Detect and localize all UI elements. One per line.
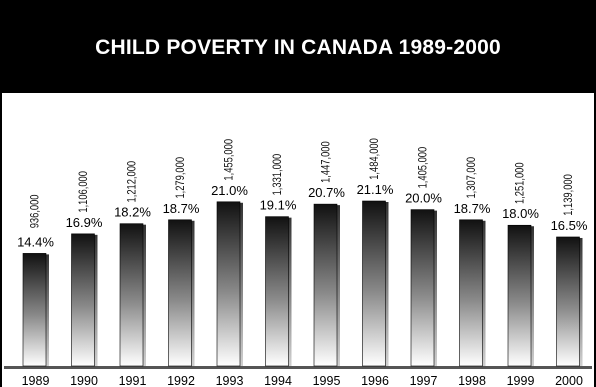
bar-1999 (507, 224, 532, 367)
year-label-1991: 1991 (119, 374, 147, 387)
bar-side-1990 (94, 234, 98, 366)
year-label-1998: 1998 (458, 374, 486, 387)
count-label-1997: 1,405,000 (417, 147, 430, 189)
count-label-1994: 1,331,000 (271, 154, 284, 196)
year-label-2000: 2000 (555, 374, 583, 387)
bar-side-1999 (531, 226, 534, 366)
bar-1994 (265, 216, 289, 367)
bar-side-1996 (385, 202, 389, 366)
year-label-1996: 1996 (361, 374, 389, 387)
year-label-1997: 1997 (410, 374, 438, 387)
percent-label-1997: 20.0% (405, 191, 442, 206)
bar-side-1989 (46, 254, 49, 366)
count-label-1989: 936,000 (29, 194, 42, 228)
bar-side-1991 (143, 224, 146, 366)
count-label-1990: 1,106,000 (77, 171, 90, 213)
count-label-1993: 1,455,000 (223, 139, 236, 181)
count-label-1992: 1,279,000 (174, 157, 187, 199)
year-label-1992: 1992 (167, 374, 195, 387)
bar-1990 (71, 233, 95, 367)
count-label-1991: 1,212,000 (126, 161, 139, 203)
count-label-1999: 1,251,000 (514, 162, 527, 204)
count-label-1998: 1,307,000 (465, 157, 478, 199)
bar-side-1995 (337, 205, 340, 366)
year-label-1999: 1999 (507, 374, 535, 387)
percent-label-1989: 14.4% (17, 234, 54, 249)
year-label-1994: 1994 (264, 374, 292, 387)
bar-side-1992 (191, 220, 195, 366)
count-label-2000: 1,139,000 (562, 174, 575, 216)
percent-label-1993: 21.0% (211, 183, 248, 198)
year-label-1993: 1993 (216, 374, 244, 387)
percent-label-1992: 18.7% (163, 201, 200, 216)
percent-label-2000: 16.5% (551, 218, 588, 233)
bar-1998 (459, 219, 483, 367)
year-label-1995: 1995 (313, 374, 341, 387)
percent-label-1994: 19.1% (260, 198, 297, 213)
percent-label-1991: 18.2% (114, 205, 151, 220)
bar-1997 (410, 209, 435, 367)
count-label-1995: 1,447,000 (320, 141, 333, 183)
bar-1989 (22, 253, 47, 367)
bar-1991 (119, 223, 144, 367)
bar-side-2000 (579, 237, 583, 366)
year-label-1990: 1990 (70, 374, 98, 387)
percent-label-1999: 18.0% (502, 206, 539, 221)
bar-1995 (313, 203, 338, 367)
bar-side-1993 (240, 202, 243, 366)
count-label-1996: 1,484,000 (368, 138, 381, 180)
percent-label-1996: 21.1% (357, 182, 394, 197)
percent-label-1990: 16.9% (66, 215, 103, 230)
year-label-1989: 1989 (22, 374, 50, 387)
percent-label-1998: 18.7% (454, 201, 491, 216)
bar-1993 (216, 201, 241, 367)
bar-1992 (168, 219, 192, 367)
plot-area (0, 93, 596, 387)
chart-baseline (4, 366, 592, 369)
bar-side-1998 (482, 220, 486, 366)
chart-title: CHILD POVERTY IN CANADA 1989-2000 (95, 36, 501, 59)
percent-label-1995: 20.7% (308, 185, 345, 200)
title-banner: CHILD POVERTY IN CANADA 1989-2000 (0, 0, 596, 93)
bar-side-1994 (288, 217, 292, 366)
bar-1996 (362, 200, 386, 367)
bar-side-1997 (434, 210, 437, 366)
bar-2000 (556, 236, 580, 367)
